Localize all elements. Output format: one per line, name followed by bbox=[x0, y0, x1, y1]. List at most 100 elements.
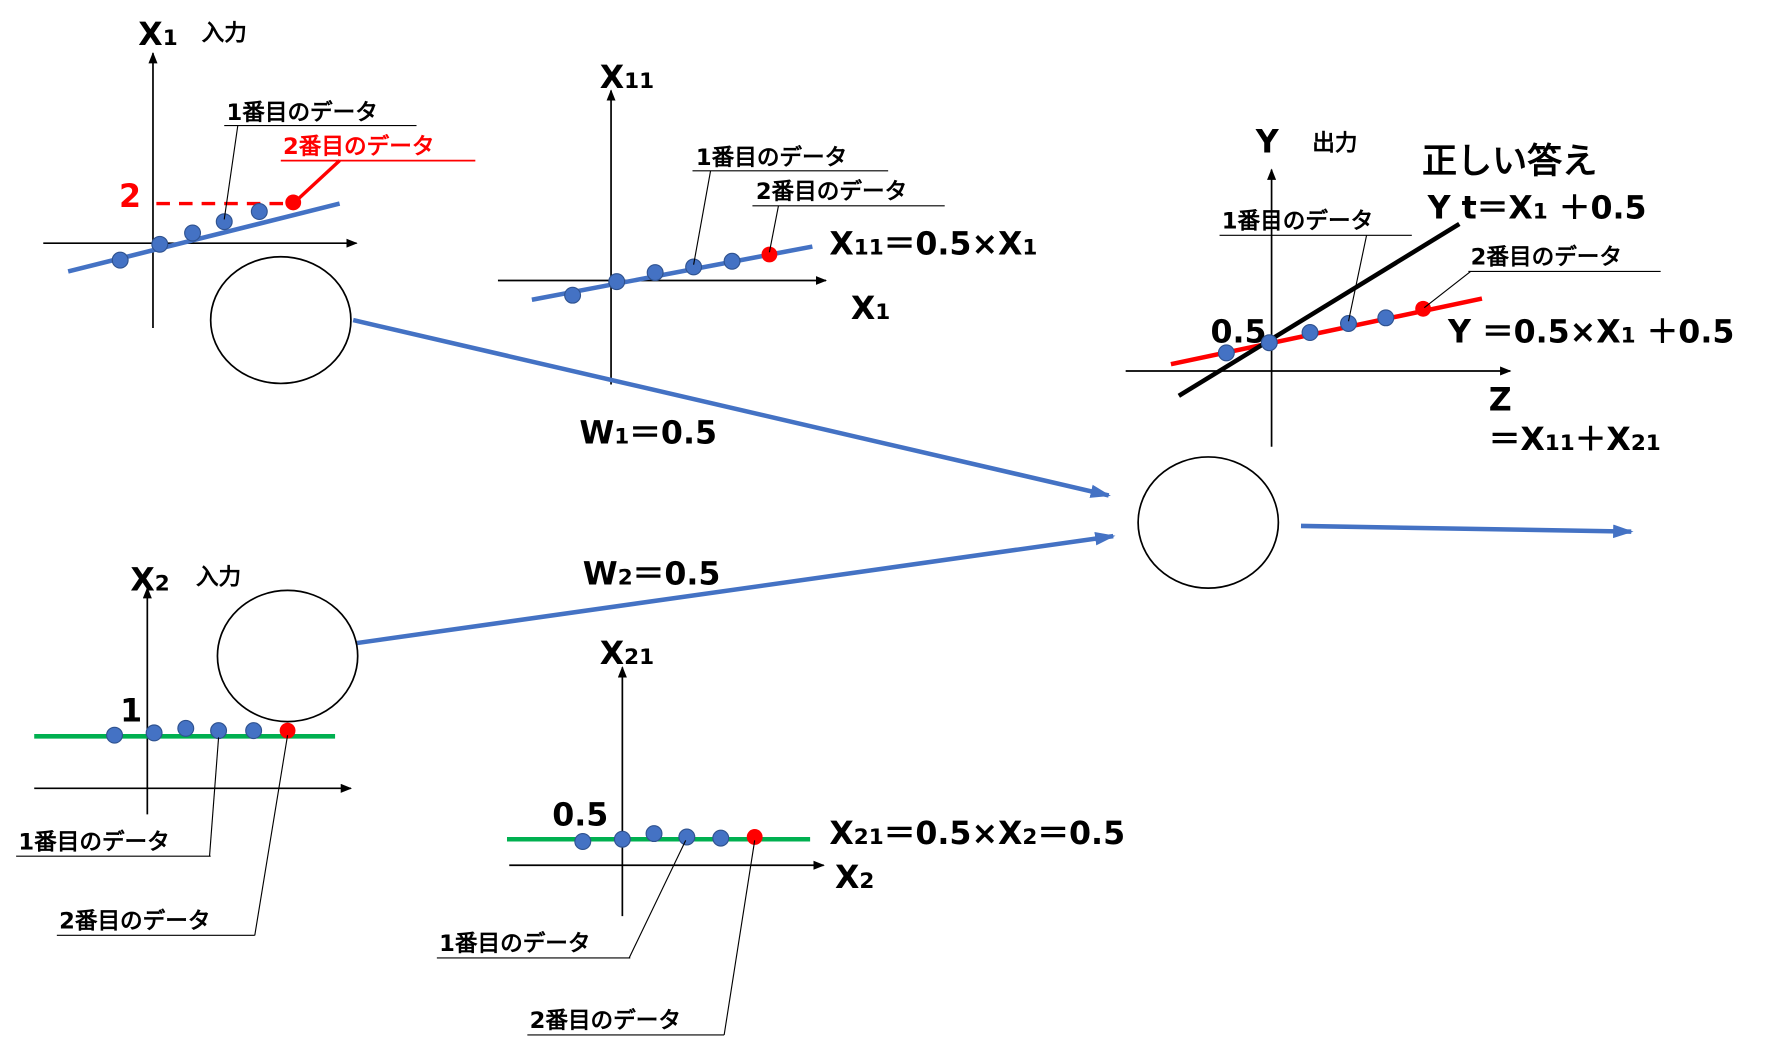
subscript: 21 bbox=[624, 645, 654, 670]
text-part: Y t＝X bbox=[1427, 190, 1533, 226]
text-part: Y ＝0.5×X bbox=[1447, 315, 1621, 351]
data-label: 1番目のデータ bbox=[1222, 207, 1373, 234]
subscript: 2 bbox=[859, 869, 874, 894]
leader bbox=[293, 159, 341, 204]
point bbox=[184, 224, 202, 242]
data-label: 2番目のデータ bbox=[283, 133, 434, 160]
weight-arrow bbox=[352, 531, 1116, 646]
text-part: W bbox=[583, 557, 618, 593]
leader bbox=[208, 737, 220, 857]
axis-label: Z bbox=[1489, 383, 1512, 419]
axis-label: X2 bbox=[835, 860, 874, 896]
text-part: ＝0.5×X bbox=[884, 816, 1023, 852]
subscript: 2 bbox=[155, 571, 170, 596]
leader bbox=[693, 170, 712, 265]
point bbox=[712, 829, 730, 847]
point bbox=[678, 828, 696, 846]
point bbox=[250, 203, 268, 220]
text-part: ＋X bbox=[1575, 422, 1631, 458]
point bbox=[645, 825, 663, 843]
text-part: Z bbox=[1489, 383, 1512, 419]
answer-line bbox=[1177, 222, 1461, 398]
formula: X21＝0.5×X2＝0.5 bbox=[829, 816, 1125, 852]
output-panel: Y 出力 0.5 正しい答え Y t＝X1 ＋0.5 1番目のデータ 2番目のデ… bbox=[1125, 125, 1734, 458]
text-part: ＝X bbox=[1489, 422, 1545, 458]
text-part: ＋0.5 bbox=[1636, 315, 1735, 351]
subscript: 1 bbox=[1621, 324, 1636, 349]
x21-panel: X21 X2 0.5 1番目のデータ 2番目のデータ X21＝0.5×X2＝0.… bbox=[436, 636, 1125, 1036]
leader bbox=[628, 840, 687, 959]
point bbox=[746, 829, 763, 845]
text-part: X bbox=[829, 816, 853, 852]
text-part: ＝0.5 bbox=[629, 415, 717, 451]
input1-panel: X1 入力 2 1番目のデータ 2番目のデータ bbox=[43, 17, 476, 329]
point bbox=[1301, 324, 1319, 342]
axis-label: Y bbox=[1255, 125, 1280, 161]
text-part: X bbox=[851, 291, 875, 327]
point bbox=[608, 273, 626, 291]
x11-panel: X11 X1 1番目のデータ 2番目のデータ X11＝0.5×X1 bbox=[497, 60, 1037, 385]
data-label: 2番目のデータ bbox=[530, 1007, 681, 1034]
leader bbox=[1423, 271, 1471, 309]
weight-arrow bbox=[352, 317, 1111, 498]
subscript: 1 bbox=[163, 26, 178, 51]
leader bbox=[1347, 235, 1368, 322]
point bbox=[106, 726, 124, 744]
leader bbox=[768, 205, 779, 253]
point bbox=[1260, 334, 1278, 352]
leader bbox=[223, 125, 239, 220]
subscript: 11 bbox=[1545, 431, 1575, 456]
unit-label: 入力 bbox=[202, 21, 247, 47]
output-neuron bbox=[1137, 456, 1280, 589]
data-label: 1番目のデータ bbox=[696, 144, 847, 171]
subscript: 1 bbox=[875, 300, 890, 325]
point bbox=[145, 724, 163, 742]
input2-points: 1番目のデータ 2番目のデータ bbox=[16, 719, 296, 936]
subscript: 2 bbox=[1022, 825, 1037, 850]
subscript: 11 bbox=[854, 235, 884, 260]
level-label: 1 bbox=[120, 694, 142, 730]
answer-title: 正しい答え bbox=[1422, 141, 1597, 182]
text-part: X bbox=[600, 60, 624, 96]
text-part: X bbox=[835, 860, 859, 896]
point bbox=[646, 264, 664, 282]
data-label: 2番目のデータ bbox=[59, 908, 210, 935]
subscript: 11 bbox=[624, 69, 654, 94]
leader bbox=[254, 735, 289, 936]
point bbox=[613, 830, 631, 848]
data-label: 2番目のデータ bbox=[1471, 244, 1622, 271]
output-arrow bbox=[1300, 523, 1634, 539]
text-part: X bbox=[829, 226, 853, 262]
point bbox=[111, 251, 129, 269]
text-part: ＝0.5 bbox=[1037, 816, 1125, 852]
input-neuron bbox=[216, 589, 359, 723]
leader bbox=[723, 840, 756, 1035]
point bbox=[1340, 314, 1357, 332]
unit-label: 出力 bbox=[1312, 130, 1357, 156]
unit-label: 入力 bbox=[196, 565, 241, 591]
axis-label: X1 bbox=[138, 17, 177, 53]
axis-label: X21 bbox=[600, 636, 654, 672]
point bbox=[177, 719, 195, 737]
formula: ＝X11＋X21 bbox=[1489, 422, 1661, 458]
subscript: 2 bbox=[618, 566, 633, 591]
subscript: 1 bbox=[1533, 199, 1548, 224]
formula: Y ＝0.5×X1 ＋0.5 bbox=[1447, 315, 1734, 351]
point bbox=[245, 722, 263, 740]
text-part: ＝0.5×X bbox=[884, 226, 1023, 262]
axis-label: X1 bbox=[851, 291, 890, 327]
point bbox=[1415, 300, 1432, 317]
subscript: 21 bbox=[1631, 431, 1661, 456]
point bbox=[574, 833, 592, 850]
text-part: Y bbox=[1255, 125, 1280, 161]
subscript: 21 bbox=[854, 825, 884, 850]
point bbox=[151, 235, 169, 253]
point bbox=[564, 286, 582, 304]
level-label: 2 bbox=[119, 179, 141, 215]
point bbox=[1377, 309, 1395, 327]
point bbox=[685, 258, 703, 276]
data-label: 2番目のデータ bbox=[756, 178, 907, 205]
axis-label: X11 bbox=[600, 60, 654, 96]
input-neuron bbox=[209, 255, 352, 385]
weight-label: W2＝0.5 bbox=[583, 557, 721, 593]
